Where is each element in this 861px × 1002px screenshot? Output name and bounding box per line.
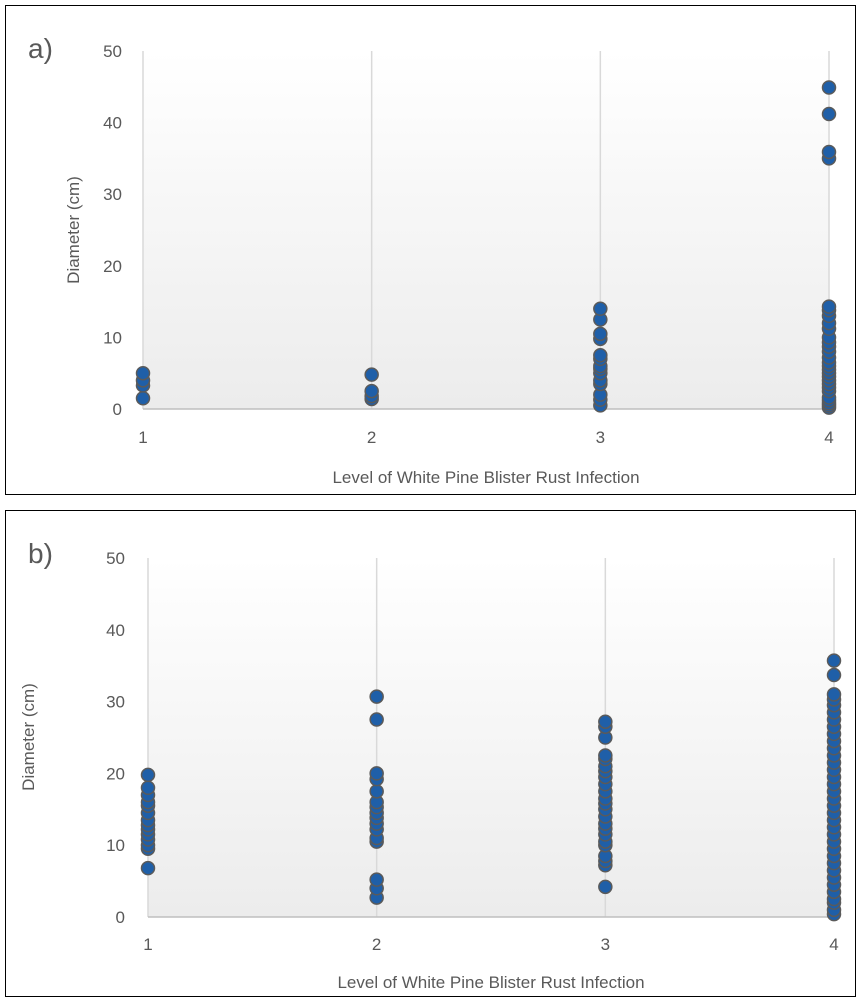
y-tick-label: 30 <box>106 693 125 712</box>
y-tick-label: 40 <box>106 621 125 640</box>
data-point <box>826 667 842 683</box>
panel-label: a) <box>28 33 53 64</box>
chart-panel-b: 1 2 3 4 0 10 20 30 40 50 b) Level of White Pine B… <box>5 510 856 997</box>
plot-area-background <box>148 558 834 917</box>
data-point <box>140 860 156 876</box>
data-point <box>369 766 384 781</box>
y-tick-label: 20 <box>103 257 122 276</box>
y-tick-label: 50 <box>103 42 122 61</box>
y-tick-label: 10 <box>103 328 122 347</box>
x-tick-label: 3 <box>596 428 605 447</box>
data-point <box>593 301 608 317</box>
data-point <box>364 367 379 382</box>
data-point <box>598 879 613 895</box>
data-point <box>598 714 613 729</box>
data-point <box>821 299 837 314</box>
x-tick-label: 4 <box>824 428 833 447</box>
y-tick-label: 20 <box>106 764 125 783</box>
x-tick-label: 2 <box>372 935 381 954</box>
y-tick-label: 0 <box>113 400 122 419</box>
x-tick-label: 2 <box>367 428 376 447</box>
chart-panel-a: 1 2 3 4 0 10 20 30 40 50 a) Level of White Pine B… <box>5 5 856 495</box>
x-tick-label: 4 <box>829 935 838 954</box>
data-point <box>369 712 384 727</box>
plot-area-background <box>143 51 829 409</box>
x-tick-label: 1 <box>138 428 147 447</box>
data-point <box>821 144 837 160</box>
panel-label: b) <box>28 538 53 569</box>
y-tick-label: 30 <box>103 185 122 204</box>
data-point <box>593 348 608 363</box>
y-axis-title: Diameter (cm) <box>19 683 38 791</box>
data-point <box>598 748 613 763</box>
data-point <box>364 383 379 399</box>
y-axis-title: Diameter (cm) <box>64 176 83 284</box>
data-point <box>369 872 384 887</box>
data-point <box>369 689 384 704</box>
data-point <box>593 326 608 342</box>
x-tick-label: 1 <box>143 935 152 954</box>
y-tick-label: 0 <box>116 908 125 927</box>
x-axis-title: Level of White Pine Blister Rust Infecti… <box>332 468 639 487</box>
x-axis-title: Level of White Pine Blister Rust Infecti… <box>337 973 644 992</box>
data-point <box>135 365 151 381</box>
x-tick-label: 3 <box>601 935 610 954</box>
data-point <box>140 767 156 783</box>
data-point <box>369 784 384 799</box>
data-point <box>140 780 156 796</box>
y-tick-label: 10 <box>106 836 125 855</box>
data-point <box>135 391 151 406</box>
data-point <box>826 687 842 702</box>
data-point <box>821 80 837 95</box>
data-point <box>826 653 842 668</box>
data-point <box>821 106 837 122</box>
y-tick-label: 50 <box>106 549 125 568</box>
y-tick-label: 40 <box>103 114 122 133</box>
